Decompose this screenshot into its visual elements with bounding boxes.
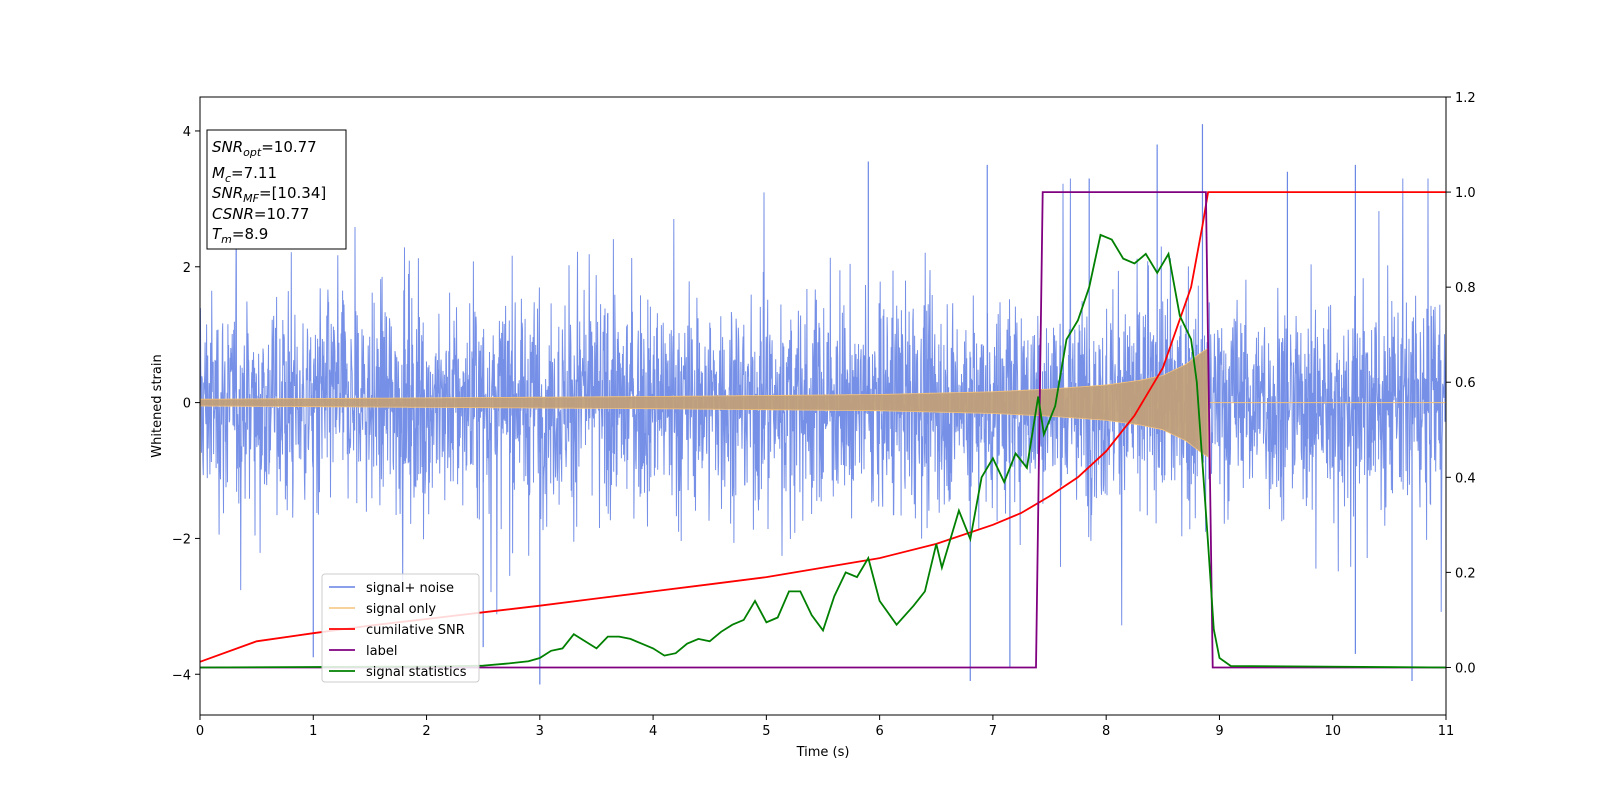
y-tick-label: −2	[172, 532, 191, 547]
legend: signal+ noise signal only cumilative SNR la…	[321, 573, 480, 683]
x-tick-label: 11	[1438, 724, 1455, 739]
y2-tick-label: 0.6	[1455, 376, 1476, 391]
x-tick-label: 10	[1324, 724, 1341, 739]
x-tick-label: 5	[762, 724, 770, 739]
info-snr-opt: SNRopt=10.77	[212, 138, 317, 159]
info-mc: Mc=7.11	[212, 164, 277, 185]
series-line-signal-noise	[200, 178, 1446, 626]
y-axis-label: Whitened strain	[150, 354, 165, 457]
axis-ticks: 0 1 2 3 4 5 6 7 8 9 10 11 −4 −2 0 2 4 0.0 0.2 0.4 0.6 0.8 1.0 1…	[172, 91, 1476, 739]
y2-tick-label: 1.2	[1455, 91, 1476, 106]
plot-area	[200, 124, 1446, 685]
y-tick-label: 0	[183, 397, 191, 412]
legend-label: signal+ noise	[366, 581, 454, 596]
x-tick-label: 4	[649, 724, 657, 739]
x-tick-label: 6	[875, 724, 883, 739]
info-box: SNRopt=10.77 Mc=7.11 SNRMF=[10.34] CSNR=…	[206, 129, 347, 250]
legend-label: signal only	[366, 602, 436, 617]
series-line-signal-statistics	[200, 233, 1446, 669]
x-axis-label: Time (s)	[796, 745, 850, 760]
legend-label: cumilative SNR	[366, 623, 465, 638]
axes-frame	[199, 96, 1447, 716]
y-tick-label: 2	[183, 261, 191, 276]
info-box-frame	[206, 129, 347, 250]
legend-label: signal statistics	[366, 665, 467, 680]
x-tick-label: 1	[309, 724, 317, 739]
x-tick-label: 8	[1102, 724, 1110, 739]
info-csnr: CSNR=10.77	[212, 205, 309, 223]
x-tick-label: 0	[196, 724, 204, 739]
series-line-signal-only	[200, 347, 1209, 458]
info-snr-mf: SNRMF=[10.34]	[212, 184, 326, 205]
x-tick-label: 7	[989, 724, 997, 739]
y-tick-label: −4	[172, 668, 191, 683]
y2-tick-label: 0.2	[1455, 566, 1476, 581]
x-tick-label: 9	[1215, 724, 1223, 739]
x-tick-label: 2	[422, 724, 430, 739]
info-tm: Tm=8.9	[212, 225, 268, 246]
legend-label: label	[366, 644, 397, 659]
series-line-label	[200, 191, 1446, 669]
y2-tick-label: 0.4	[1455, 471, 1476, 486]
legend-frame	[321, 573, 480, 683]
y2-tick-label: 1.0	[1455, 186, 1476, 201]
x-tick-label: 3	[536, 724, 544, 739]
y-tick-label: 4	[183, 125, 191, 140]
y2-tick-label: 0.8	[1455, 281, 1476, 296]
y2-tick-label: 0.0	[1455, 661, 1476, 676]
